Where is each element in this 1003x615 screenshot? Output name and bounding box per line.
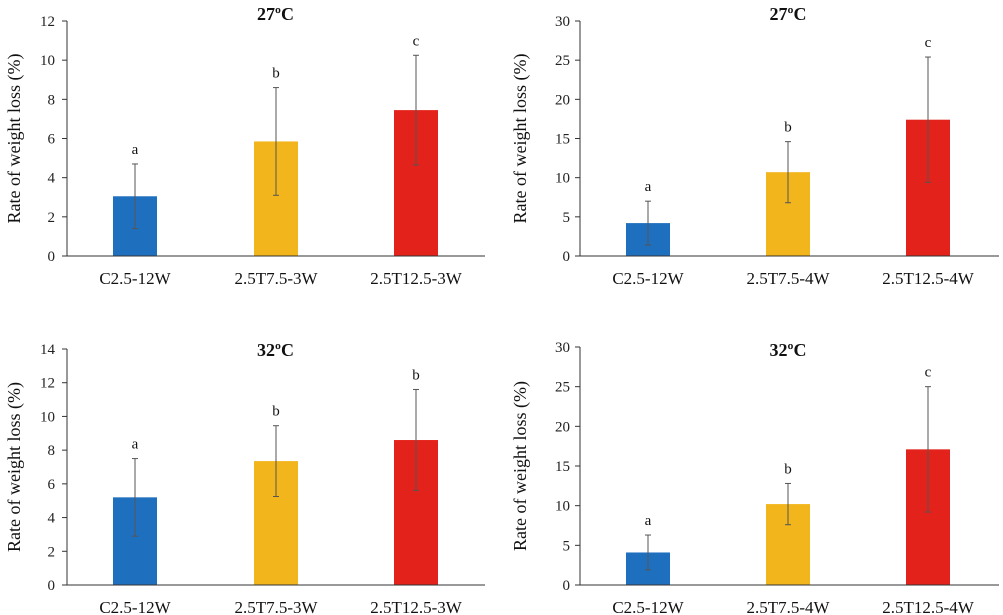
significance-letter: b [272, 404, 280, 420]
y-tick-label: 10 [40, 53, 55, 69]
y-axis-label: Rate of weight loss (%) [4, 382, 25, 552]
significance-letter: a [132, 437, 139, 453]
x-category-label: 2.5T12.5-3W [370, 598, 463, 615]
x-category-label: 2.5T12.5-4W [882, 269, 975, 288]
x-category-label: C2.5-12W [99, 598, 171, 615]
y-tick-label: 0 [563, 249, 571, 265]
chart-panel-2: 0 5 10 15 20 25 30 a C2.5-12W b 2.5T7.5-4W c 2.5T12.… [510, 4, 999, 288]
y-tick-label: 0 [48, 249, 56, 265]
significance-letter: a [132, 142, 139, 158]
y-tick-label: 15 [555, 459, 570, 475]
y-tick-label: 2 [48, 210, 56, 226]
y-tick-label: 15 [555, 132, 570, 148]
y-tick-label: 4 [48, 511, 56, 527]
y-tick-label: 8 [48, 443, 56, 459]
significance-letter: c [925, 35, 932, 51]
x-category-label: 2.5T7.5-4W [746, 598, 830, 615]
y-axis-label: Rate of weight loss (%) [510, 54, 531, 224]
y-axis-label: Rate of weight loss (%) [4, 54, 25, 224]
y-tick-label: 8 [48, 92, 56, 108]
y-tick-label: 0 [563, 578, 571, 594]
y-tick-label: 4 [48, 171, 56, 187]
chart-panel-1: 0 2 4 6 8 10 12 a C2.5-12W b 2.5T7.5-3W c 2.5T12.5-3… [4, 4, 485, 288]
significance-letter: c [413, 33, 420, 49]
y-tick-label: 2 [48, 544, 56, 560]
x-category-label: C2.5-12W [612, 598, 684, 615]
y-tick-label: 12 [40, 14, 55, 30]
y-tick-label: 30 [555, 14, 570, 30]
chart-title: 32ºC [770, 340, 807, 360]
y-tick-label: 5 [563, 538, 571, 554]
y-tick-label: 30 [555, 340, 570, 356]
chart-title: 32ºC [257, 340, 294, 360]
y-tick-label: 12 [40, 376, 55, 392]
x-category-label: 2.5T12.5-3W [370, 269, 463, 288]
y-tick-label: 5 [563, 210, 571, 226]
x-category-label: 2.5T7.5-4W [746, 269, 830, 288]
y-tick-label: 6 [48, 132, 56, 148]
y-tick-label: 14 [40, 342, 56, 358]
x-category-label: 2.5T7.5-3W [234, 598, 318, 615]
y-tick-label: 20 [555, 92, 570, 108]
y-tick-label: 10 [555, 499, 570, 515]
y-axis-label: Rate of weight loss (%) [510, 381, 531, 551]
significance-letter: c [925, 365, 932, 381]
y-tick-label: 0 [48, 578, 56, 594]
x-category-label: C2.5-12W [99, 269, 171, 288]
significance-letter: b [784, 120, 792, 136]
y-tick-label: 25 [555, 380, 570, 396]
significance-letter: b [784, 461, 792, 477]
significance-letter: b [412, 367, 420, 383]
y-tick-label: 10 [40, 409, 55, 425]
x-category-label: 2.5T12.5-4W [882, 598, 975, 615]
chart-title: 27ºC [770, 4, 807, 24]
significance-letter: a [645, 513, 652, 529]
y-tick-label: 10 [555, 171, 570, 187]
chart-panel-4: 0 5 10 15 20 25 30 a C2.5-12W b 2.5T7.5-4W c 2.5T12.… [510, 340, 999, 615]
y-tick-label: 6 [48, 477, 56, 493]
significance-letter: a [645, 179, 652, 195]
significance-letter: b [272, 66, 280, 82]
x-category-label: C2.5-12W [612, 269, 684, 288]
y-tick-label: 20 [555, 419, 570, 435]
chart-title: 27ºC [257, 4, 294, 24]
x-category-label: 2.5T7.5-3W [234, 269, 318, 288]
y-tick-label: 25 [555, 53, 570, 69]
chart-panel-3: 0 2 4 6 8 10 12 14 a C2.5-12W b 2.5T7.5-3W b 2.5T12.5… [4, 340, 485, 615]
